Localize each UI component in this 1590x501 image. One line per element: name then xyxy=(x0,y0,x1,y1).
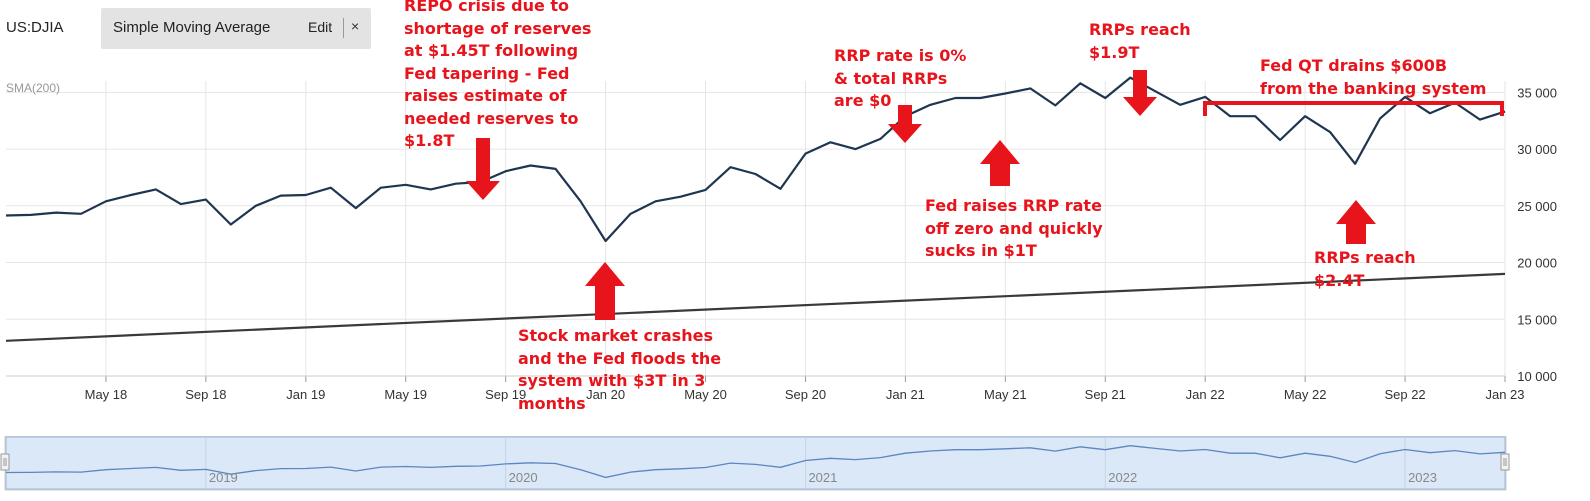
annotation-line: months xyxy=(518,393,586,413)
arrow-rrp-off-zero xyxy=(980,140,1020,186)
nav-year-label: 2020 xyxy=(509,470,538,485)
annotation-line: system with $3T in 3 xyxy=(518,371,706,390)
y-axis-ticks: 35 000 30 000 25 000 20 000 15 000 10 000 xyxy=(1517,85,1557,384)
arrow-rrp-19t xyxy=(1123,70,1157,116)
y-tick-label: 20 000 xyxy=(1517,256,1557,271)
annotation-rrp-off-zero: Fed raises RRP rate off zero and quickly… xyxy=(925,195,1103,263)
annotation-line: RRPs reach xyxy=(1314,248,1416,267)
annotation-repo-crisis: REPO crisis due to shortage of reserves … xyxy=(404,0,591,153)
annotation-line: Fed tapering - Fed xyxy=(404,63,570,83)
arrow-rrp-zero xyxy=(888,105,922,143)
symbol-label: US:DJIA xyxy=(6,19,64,36)
arrow-market-crash xyxy=(585,262,625,320)
x-tick-label: Jan 23 xyxy=(1485,387,1524,402)
arrow-repo-crisis xyxy=(466,138,500,200)
y-tick-label: 30 000 xyxy=(1517,142,1557,157)
navigator-series-line xyxy=(5,445,1506,479)
annotation-line: $1.9T xyxy=(1089,42,1140,62)
y-tick-label: 35 000 xyxy=(1517,85,1557,100)
x-tick-label: Jan 22 xyxy=(1186,387,1225,402)
nav-year-label: 2023 xyxy=(1408,470,1437,485)
nav-year-label: 2022 xyxy=(1108,470,1137,485)
sma-200-line[interactable] xyxy=(5,272,1506,342)
annotation-qt-drain: Fed QT drains $600B from the banking sys… xyxy=(1260,55,1486,100)
navigator[interactable]: 2019 2020 2021 2022 2023 xyxy=(0,436,1590,496)
annotation-line: and the Fed floods the xyxy=(518,348,722,368)
annotation-arrows xyxy=(466,70,1504,320)
annotation-line: raises estimate of xyxy=(404,86,567,105)
x-tick-label: Sep 21 xyxy=(1085,387,1126,402)
indicator-name: Simple Moving Average xyxy=(113,19,271,36)
annotation-line: REPO crisis due to xyxy=(404,0,570,15)
annotation-line: RRPs reach xyxy=(1089,20,1191,39)
annotation-line: from the banking system xyxy=(1260,78,1487,98)
annotation-line: shortage of reserves xyxy=(404,18,592,38)
chip-divider xyxy=(343,18,344,38)
annotation-line: $1.8T xyxy=(404,131,455,150)
annotation-line: off zero and quickly xyxy=(925,218,1103,238)
annotation-line: RRP rate is 0% xyxy=(834,46,967,65)
sma-label: SMA(200) xyxy=(6,81,61,95)
annotation-line: $2.4T xyxy=(1314,270,1365,290)
x-tick-label: Jan 20 xyxy=(586,387,625,402)
x-tick-label: May 18 xyxy=(85,387,128,402)
x-tick-label: May 21 xyxy=(984,387,1027,402)
nav-year-label: 2021 xyxy=(808,470,837,485)
navigator-year-labels: 2019 2020 2021 2022 2023 xyxy=(209,470,1437,485)
indicator-chip[interactable]: Simple Moving Average Edit × xyxy=(101,8,371,49)
x-tick-label: May 22 xyxy=(1284,387,1327,402)
x-tick-label: Sep 18 xyxy=(185,387,226,402)
navigator-year-lines xyxy=(205,437,1406,489)
annotation-line: & total RRPs xyxy=(834,68,948,88)
annotation-line: needed reserves to xyxy=(404,108,579,128)
y-tick-label: 10 000 xyxy=(1517,369,1557,384)
navigator-right-handle[interactable] xyxy=(1500,453,1510,471)
main-chart: 35 000 30 000 25 000 20 000 15 000 10 000 May… xyxy=(5,70,1557,402)
annotation-rrp-19t: RRPs reach $1.9T xyxy=(1089,19,1191,64)
navigator-left-handle[interactable] xyxy=(0,453,10,471)
navigator-selection[interactable] xyxy=(5,436,1506,490)
arrow-rrp-24t xyxy=(1336,200,1376,244)
annotation-line: Fed QT drains $600B xyxy=(1260,56,1448,75)
x-tick-label: Jan 19 xyxy=(286,387,325,402)
x-tick-label: May 19 xyxy=(384,387,427,402)
y-tick-label: 25 000 xyxy=(1517,199,1557,214)
annotation-line: Fed raises RRP rate xyxy=(925,196,1102,215)
x-tick-label: Jan 21 xyxy=(886,387,925,402)
annotation-market-crash: Stock market crashes and the Fed floods … xyxy=(518,325,721,415)
bracket-qt-drain xyxy=(1203,101,1504,116)
close-icon[interactable]: × xyxy=(351,18,360,34)
edit-button[interactable]: Edit xyxy=(308,19,333,35)
x-tick-label: May 20 xyxy=(684,387,727,402)
annotation-line: at $1.45T following xyxy=(404,41,579,60)
annotation-rrp-24t: RRPs reach $2.4T xyxy=(1314,247,1416,292)
x-tick-label: Sep 20 xyxy=(785,387,826,402)
x-tick-label: Sep 19 xyxy=(485,387,526,402)
annotation-rrp-zero: RRP rate is 0% & total RRPs are $0 xyxy=(834,45,966,113)
y-tick-label: 15 000 xyxy=(1517,312,1557,327)
x-tick-label: Sep 22 xyxy=(1384,387,1425,402)
annotation-line: Stock market crashes xyxy=(518,326,713,345)
x-axis-ticks: May 18 Sep 18 Jan 19 May 19 Sep 19 Jan 20 May … xyxy=(85,376,1525,402)
annotation-line: sucks in $1T xyxy=(925,241,1037,260)
annotation-line: are $0 xyxy=(834,91,892,110)
djia-price-line[interactable] xyxy=(5,76,1506,243)
nav-year-label: 2019 xyxy=(209,470,238,485)
